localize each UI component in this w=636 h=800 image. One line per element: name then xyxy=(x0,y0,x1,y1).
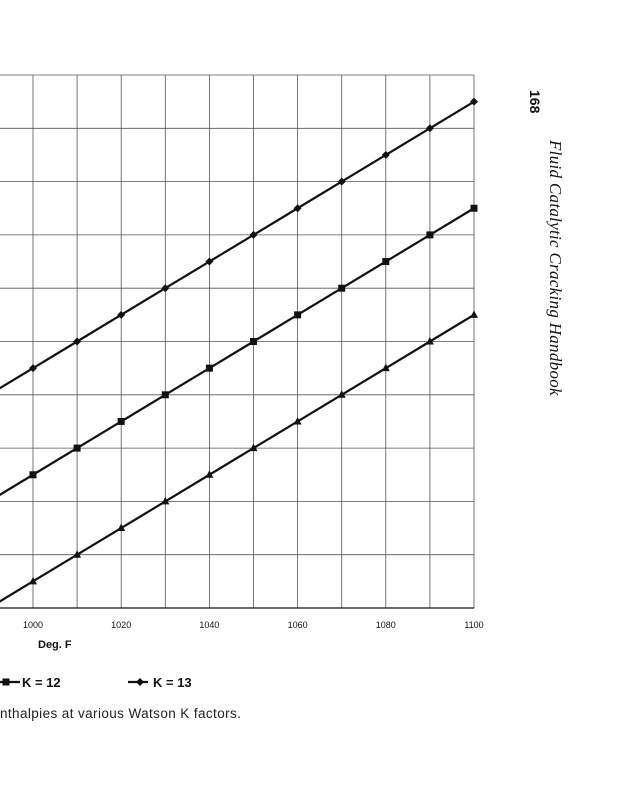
triangle-marker xyxy=(73,550,82,558)
diamond-marker xyxy=(470,97,478,106)
x-tick-label: 1080 xyxy=(376,620,396,630)
diamond-marker xyxy=(381,150,390,159)
legend-label: K = 13 xyxy=(153,675,192,690)
diamond-marker xyxy=(117,310,126,319)
book-title: Fluid Catalytic Cracking Handbook xyxy=(546,140,565,396)
diamond-marker xyxy=(293,204,302,213)
chart-grid xyxy=(0,74,475,609)
square-marker xyxy=(205,364,213,372)
square-marker xyxy=(73,444,81,452)
x-axis-label: Deg. F xyxy=(38,639,72,651)
legend-label: K = 12 xyxy=(22,675,61,690)
triangle-marker xyxy=(117,523,126,532)
triangle-marker xyxy=(425,337,434,345)
x-tick-label: 1060 xyxy=(288,620,308,630)
triangle-marker xyxy=(293,416,302,425)
square-marker xyxy=(250,338,257,345)
square-marker xyxy=(294,311,302,319)
triangle-marker xyxy=(249,443,258,452)
series-1 xyxy=(0,204,478,496)
square-marker xyxy=(117,417,125,425)
chart-series xyxy=(0,97,478,603)
square-marker xyxy=(29,471,37,479)
diamond-marker xyxy=(161,284,170,293)
x-tick-label: 1100 xyxy=(464,620,483,630)
figure-caption: nthalpies at various Watson K factors. xyxy=(0,706,242,721)
x-tick-labels: 1000 1020 1040 1060 1080 1100 xyxy=(23,620,484,630)
square-marker xyxy=(382,258,390,266)
series-line xyxy=(0,207,475,496)
series-line xyxy=(0,100,475,390)
square-marker xyxy=(338,284,346,292)
square-marker xyxy=(161,391,169,399)
triangle-marker xyxy=(205,470,214,478)
diamond-marker xyxy=(73,337,82,346)
series-2 xyxy=(0,97,478,390)
square-marker xyxy=(426,231,434,239)
diamond-marker xyxy=(205,257,214,266)
page-number: 168 xyxy=(527,90,543,114)
triangle-marker xyxy=(161,496,170,505)
x-tick-label: 1020 xyxy=(111,620,131,630)
diamond-marker xyxy=(425,124,434,133)
square-marker xyxy=(2,678,10,686)
triangle-marker xyxy=(337,390,346,398)
square-marker xyxy=(470,204,478,212)
diamond-marker xyxy=(249,230,258,239)
diamond-marker xyxy=(136,678,144,686)
triangle-marker xyxy=(381,363,390,372)
triangle-marker xyxy=(470,310,478,318)
series-line xyxy=(0,313,475,603)
diamond-marker xyxy=(29,364,37,373)
triangle-marker xyxy=(29,576,37,585)
series-3 xyxy=(0,310,478,603)
x-tick-label: 1040 xyxy=(199,620,219,630)
x-tick-label: 1000 xyxy=(23,620,43,630)
chart-legend: K = 12 K = 13 xyxy=(0,675,192,690)
diamond-marker xyxy=(337,177,346,186)
